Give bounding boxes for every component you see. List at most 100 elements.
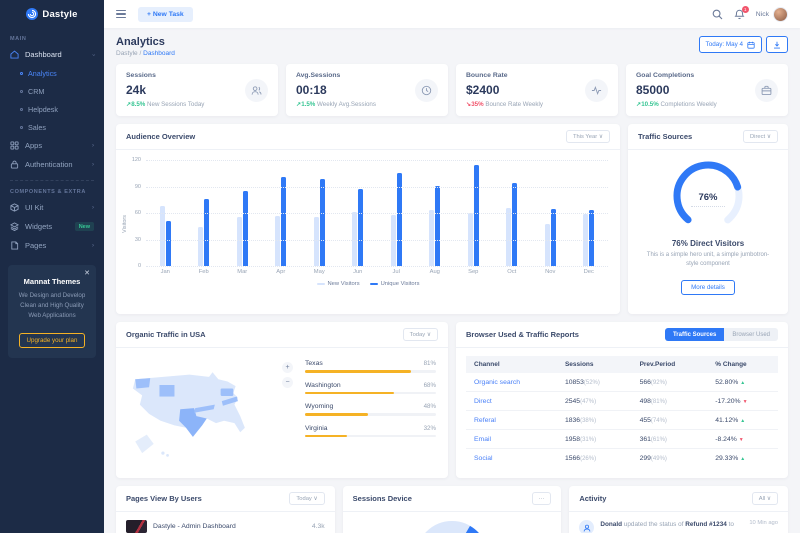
- user-menu[interactable]: Nick: [756, 6, 788, 22]
- legend-item[interactable]: New Visitors: [316, 281, 360, 287]
- bar-new-visitors: [352, 212, 358, 266]
- bar-new-visitors: [159, 205, 165, 266]
- upgrade-plan-button[interactable]: Upgrade your plan: [18, 332, 86, 348]
- sidebar-item-pages[interactable]: Pages ›: [0, 236, 104, 255]
- tab-browser-used[interactable]: Browser Used: [724, 328, 778, 341]
- sidebar-item-dashboard[interactable]: Dashboard ›: [0, 45, 104, 64]
- sidebar-item-ui-kit[interactable]: UI Kit ›: [0, 198, 104, 217]
- notifications-bell-icon[interactable]: 1: [734, 5, 749, 20]
- download-button[interactable]: [766, 36, 788, 53]
- clock-icon: [415, 78, 438, 102]
- stat-label: Goal Completions: [636, 72, 695, 79]
- sidebar-item-widgets[interactable]: Widgets New: [0, 217, 104, 236]
- channel-link[interactable]: Organic search: [474, 378, 521, 386]
- stat-delta: ↗8.5% New Sessions Today: [126, 101, 205, 108]
- map-zoom-in-button[interactable]: +: [282, 362, 293, 373]
- brand-logo-icon: [26, 8, 39, 20]
- tab-traffic-sources[interactable]: Traffic Sources: [664, 328, 725, 341]
- date-picker-button[interactable]: Today: May 4: [698, 36, 762, 53]
- x-axis-tick: Feb: [198, 269, 209, 275]
- promo-title: Mannat Themes: [23, 277, 81, 286]
- breadcrumb: Dastyle / Dashboard: [116, 50, 175, 57]
- x-axis-tick: Aug: [429, 269, 440, 275]
- x-axis-tick: Apr: [276, 269, 286, 275]
- stat-card-bounce-rate: Bounce Rate $2400 ↘35% Bounce Rate Weekl…: [456, 64, 618, 116]
- bullet-icon: [20, 107, 23, 111]
- table-row: Direct 2545(47%) 498(81%) -17.20% ▼: [466, 391, 778, 411]
- legend-item[interactable]: Unique Visitors: [369, 281, 420, 287]
- topbar: + New Task 1 Nick: [104, 0, 800, 28]
- stat-value: $2400: [466, 83, 500, 97]
- activity-target[interactable]: Refund #1234: [685, 521, 727, 528]
- page-thumbnail: [126, 520, 147, 533]
- more-details-button[interactable]: More details: [681, 279, 735, 295]
- channel-link[interactable]: Referal: [474, 416, 496, 424]
- organic-filter-dropdown[interactable]: Today ∨: [402, 328, 438, 341]
- organic-traffic-card: Organic Traffic in USA Today ∨: [116, 322, 448, 478]
- brand-logo[interactable]: Dastyle: [0, 0, 104, 28]
- stat-value: 00:18: [296, 83, 327, 97]
- audience-bar-chart: Visitors 0 30 60 90 120 Jan Feb Mar Apr May Jun Ju…: [116, 150, 620, 314]
- bullet-icon: [20, 125, 23, 129]
- progress-fill: [305, 370, 412, 373]
- channel-link[interactable]: Social: [474, 454, 493, 462]
- x-axis-tick: Oct: [507, 269, 517, 275]
- x-axis-tick: Jan: [160, 269, 170, 275]
- progress-fill: [305, 391, 395, 394]
- pages-view-filter-dropdown[interactable]: Today ∨: [289, 492, 325, 505]
- lock-icon: [10, 160, 19, 169]
- gauge-arc: [673, 161, 743, 231]
- map-zoom-out-button[interactable]: −: [282, 377, 293, 388]
- sidebar-item-apps[interactable]: Apps ›: [0, 136, 104, 155]
- x-axis-tick: Jun: [353, 269, 363, 275]
- activity-filter-dropdown[interactable]: All ∨: [751, 492, 779, 505]
- x-axis-tick: May: [313, 269, 325, 275]
- card-title: Audience Overview: [126, 132, 196, 141]
- search-icon[interactable]: [712, 9, 723, 20]
- traffic-gauge: 76% 76% Direct Visitors This is a simple…: [628, 150, 788, 314]
- bar-new-visitors: [544, 223, 550, 266]
- state-row: Texas 81%: [305, 360, 436, 373]
- calendar-icon: [747, 41, 755, 49]
- breadcrumb-parent[interactable]: Dastyle: [116, 50, 138, 57]
- promo-text: We Design and Develop Clean and High Qua…: [18, 292, 86, 319]
- sidebar-item-authentication[interactable]: Authentication ›: [0, 155, 104, 174]
- date-picker-label: Today: May 4: [705, 41, 743, 48]
- close-icon[interactable]: ✕: [84, 270, 90, 277]
- progress-fill: [305, 413, 368, 416]
- column-header: Sessions: [556, 356, 632, 373]
- y-axis-tick: 120: [131, 157, 141, 163]
- bar-unique-visitors: [204, 198, 210, 266]
- legend-swatch-icon: [369, 282, 378, 286]
- bar-group: [339, 160, 378, 266]
- sessions-device-menu[interactable]: ···: [531, 492, 552, 505]
- menu-toggle-icon[interactable]: [116, 9, 126, 19]
- traffic-sources-filter-dropdown[interactable]: Direct ∨: [743, 130, 778, 143]
- sidebar-item-analytics[interactable]: Analytics: [0, 64, 104, 82]
- sidebar-subitem-label: Sales: [28, 122, 46, 132]
- sidebar-divider: [10, 180, 94, 181]
- bar-new-visitors: [275, 215, 281, 266]
- sidebar-item-helpdesk[interactable]: Helpdesk: [0, 100, 104, 118]
- chevron-down-icon: ›: [90, 53, 96, 56]
- bar-new-visitors: [198, 227, 204, 266]
- trend-up-icon: ▲: [740, 379, 746, 386]
- stat-card-sessions: Sessions 24k ↗8.5% New Sessions Today: [116, 64, 278, 116]
- usa-map[interactable]: [126, 356, 276, 470]
- channel-link[interactable]: Direct: [474, 397, 492, 405]
- bar-unique-visitors: [165, 220, 171, 266]
- main-area: + New Task 1 Nick Analytics: [104, 0, 800, 533]
- breadcrumb-current[interactable]: Dashboard: [143, 50, 175, 57]
- state-name: Washington: [305, 381, 341, 389]
- audience-filter-dropdown[interactable]: This Year ∨: [565, 130, 610, 143]
- x-axis-tick: Mar: [237, 269, 248, 275]
- trend-up-icon: ▲: [740, 417, 746, 424]
- audience-plot: 0 30 60 90 120: [132, 157, 608, 269]
- channel-link[interactable]: Email: [474, 435, 491, 443]
- bar-unique-visitors: [550, 208, 556, 266]
- sidebar-item-crm[interactable]: CRM: [0, 82, 104, 100]
- y-axis-tick: 0: [137, 263, 141, 269]
- new-task-button[interactable]: + New Task: [138, 6, 193, 22]
- gauge-percent: 76%: [663, 192, 753, 207]
- sidebar-item-sales[interactable]: Sales: [0, 118, 104, 136]
